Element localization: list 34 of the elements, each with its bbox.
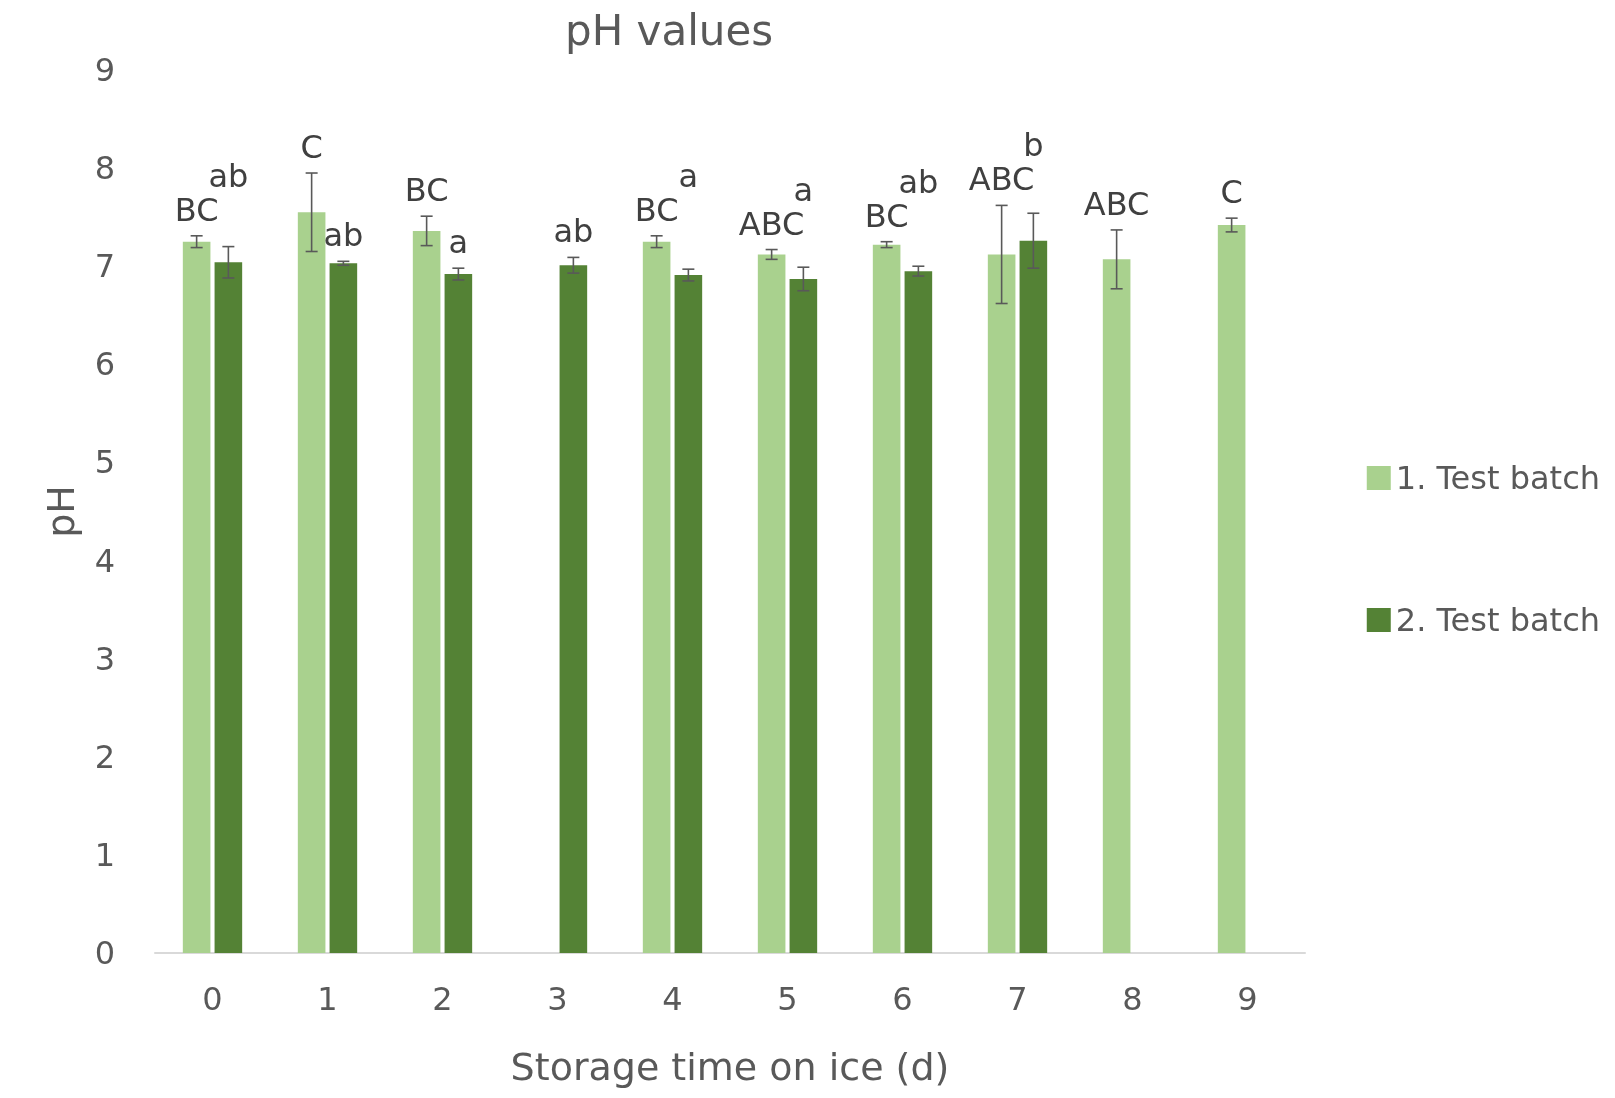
x-tick-label: 1 xyxy=(317,980,338,1018)
y-tick-label: 9 xyxy=(94,51,115,89)
annotation: C xyxy=(300,128,323,167)
annotation: BC xyxy=(404,171,449,210)
y-tick-label: 6 xyxy=(94,345,115,384)
legend-label: 2. Test batch xyxy=(1395,601,1600,639)
y-tick-label: 0 xyxy=(94,934,115,972)
y-tick-label: 2 xyxy=(94,737,115,776)
annotation: a xyxy=(448,223,469,262)
annotation: a xyxy=(678,156,699,195)
x-tick-label: 2 xyxy=(432,980,453,1018)
x-tick-label: 9 xyxy=(1237,980,1258,1018)
y-tick-label: 3 xyxy=(94,639,115,678)
x-axis-title: Storage time on ice (d) xyxy=(510,1045,950,1089)
annotation: ab xyxy=(323,216,364,255)
y-tick-label: 1 xyxy=(94,835,115,874)
annotation: ab xyxy=(553,212,594,251)
x-tick-label: 4 xyxy=(662,980,683,1018)
y-axis-title: pH xyxy=(39,485,83,538)
y-tick-label: 5 xyxy=(94,443,115,482)
x-tick-label: 3 xyxy=(547,980,568,1018)
x-tick-label: 7 xyxy=(1007,980,1028,1018)
annotation: C xyxy=(1220,173,1243,212)
legend-label: 1. Test batch xyxy=(1395,459,1600,497)
y-tick-label: 4 xyxy=(94,541,115,580)
chart-title: pH values xyxy=(565,5,774,55)
x-tick-label: 8 xyxy=(1122,980,1143,1018)
x-tick-label: 5 xyxy=(777,980,798,1018)
x-tick-label: 6 xyxy=(892,980,913,1018)
annotation: ABC xyxy=(1083,184,1150,223)
x-tick-label: 0 xyxy=(202,980,223,1018)
y-tick-label: 8 xyxy=(94,149,115,188)
annotation: BC xyxy=(634,190,679,229)
y-tick-label: 7 xyxy=(94,247,115,286)
